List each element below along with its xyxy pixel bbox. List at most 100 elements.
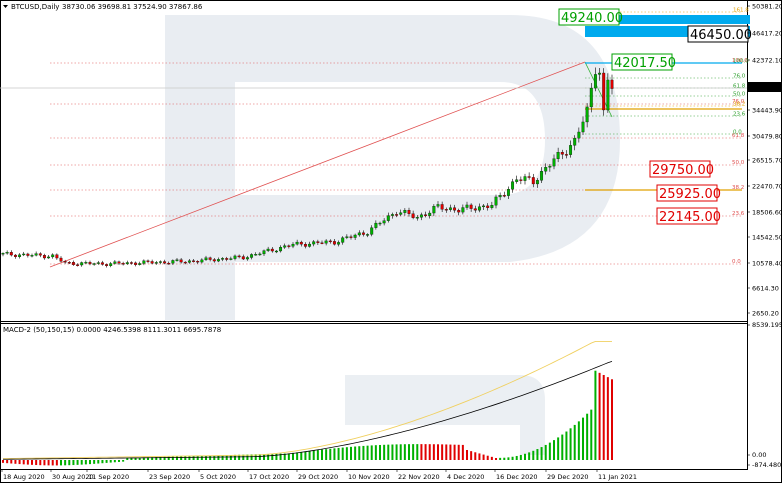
target-bar: [585, 26, 750, 37]
macd-bar: [362, 445, 365, 460]
macd-bar: [258, 454, 261, 460]
candlesticks: [1, 67, 614, 268]
watermark-logo: [165, 15, 620, 455]
macd-bar: [134, 457, 137, 460]
macd-bar: [188, 456, 191, 460]
candle-body: [382, 220, 386, 224]
macd-bar: [321, 449, 323, 460]
macd-bar: [263, 454, 265, 460]
macd-bar: [507, 457, 510, 460]
macd-bar: [358, 446, 361, 460]
price-tick-label: 22470.70: [752, 183, 782, 191]
candle-body: [274, 250, 278, 253]
macd-bar: [573, 424, 576, 460]
macd-bar: [275, 453, 278, 460]
price-tag-bg: [748, 82, 782, 92]
fib-short-label: 23.6: [733, 112, 746, 118]
candle-body: [109, 263, 113, 266]
macd-bar: [511, 456, 514, 460]
candle-body: [233, 255, 237, 259]
macd-bar: [89, 460, 91, 465]
candle-body: [183, 261, 187, 264]
candle-body: [18, 254, 22, 257]
macd-bar: [242, 454, 245, 460]
candle-body: [150, 261, 154, 264]
candle-body: [548, 165, 552, 168]
macd-bar: [536, 449, 539, 460]
candle-body: [229, 258, 233, 260]
price-axis: 50381.20 46417.20 42372.10 37867.86 34443.90…: [747, 3, 782, 318]
candle-body: [1, 253, 5, 255]
macd-indicator: [2, 340, 613, 466]
level-box: [656, 207, 718, 225]
candle-body: [42, 255, 46, 259]
candle-body: [22, 253, 26, 256]
candle-body: [266, 248, 270, 251]
level-box: [687, 25, 749, 43]
macd-bar: [6, 460, 9, 464]
trend-line: [49, 61, 586, 268]
candle-body: [287, 245, 291, 247]
candle-body: [581, 121, 585, 133]
macd-bar: [602, 374, 605, 460]
level-label-22145: 22145.00: [656, 207, 721, 225]
macd-bar: [118, 460, 120, 462]
candle-body: [403, 210, 407, 213]
candle-body: [465, 204, 469, 208]
candle-body: [84, 262, 88, 264]
macd-bar: [101, 460, 104, 464]
macd-bar: [55, 460, 58, 466]
macd-bar: [445, 444, 448, 460]
date-tick-label: 11 Jan 2021: [598, 473, 637, 481]
candle-body: [216, 259, 220, 262]
macd-bar: [35, 460, 38, 466]
dropdown-icon[interactable]: [3, 5, 8, 8]
macd-bar: [122, 460, 125, 462]
candle-body: [47, 256, 51, 259]
candle-body: [138, 263, 142, 265]
macd-bar: [163, 456, 166, 460]
macd-bar: [333, 448, 336, 460]
candle-body: [502, 195, 506, 197]
macd-bar: [271, 453, 274, 460]
candle-body: [225, 258, 229, 260]
macd-bar: [142, 457, 145, 460]
macd-bar: [130, 457, 133, 460]
candle-body: [38, 253, 42, 256]
macd-bar: [606, 377, 609, 460]
macd-bar: [196, 455, 199, 460]
candle-body: [187, 260, 191, 263]
candle-body: [544, 167, 548, 172]
macd-bar: [200, 455, 203, 460]
macd-bar: [126, 457, 129, 460]
macd-bar: [461, 444, 464, 460]
macd-bar: [31, 460, 33, 465]
macd-bar: [155, 457, 158, 460]
fib-label: 0.0: [732, 259, 741, 265]
macd-bar: [495, 457, 497, 460]
macd-bar: [582, 417, 584, 460]
level-box: [656, 184, 718, 202]
current-price-tag: 37867.86: [748, 82, 782, 92]
macd-bar: [453, 444, 456, 460]
candle-body: [105, 264, 109, 266]
macd-bar: [238, 454, 241, 460]
macd-bar: [408, 444, 410, 460]
candle-body: [299, 241, 303, 245]
candle-body: [473, 208, 477, 211]
candle-body: [453, 207, 457, 211]
candle-body: [34, 253, 38, 256]
candle-body: [303, 244, 307, 247]
macd-bar: [598, 372, 601, 460]
candle-body: [158, 261, 162, 263]
macd-bar: [171, 456, 174, 460]
candle-body: [154, 262, 158, 264]
candle-body: [585, 106, 589, 123]
candle-body: [129, 262, 133, 264]
fib-label: 100.0: [732, 58, 748, 64]
candle-body: [237, 255, 241, 258]
macd-bar: [399, 444, 402, 460]
macd-bar: [441, 444, 444, 460]
candle-body: [295, 241, 299, 245]
